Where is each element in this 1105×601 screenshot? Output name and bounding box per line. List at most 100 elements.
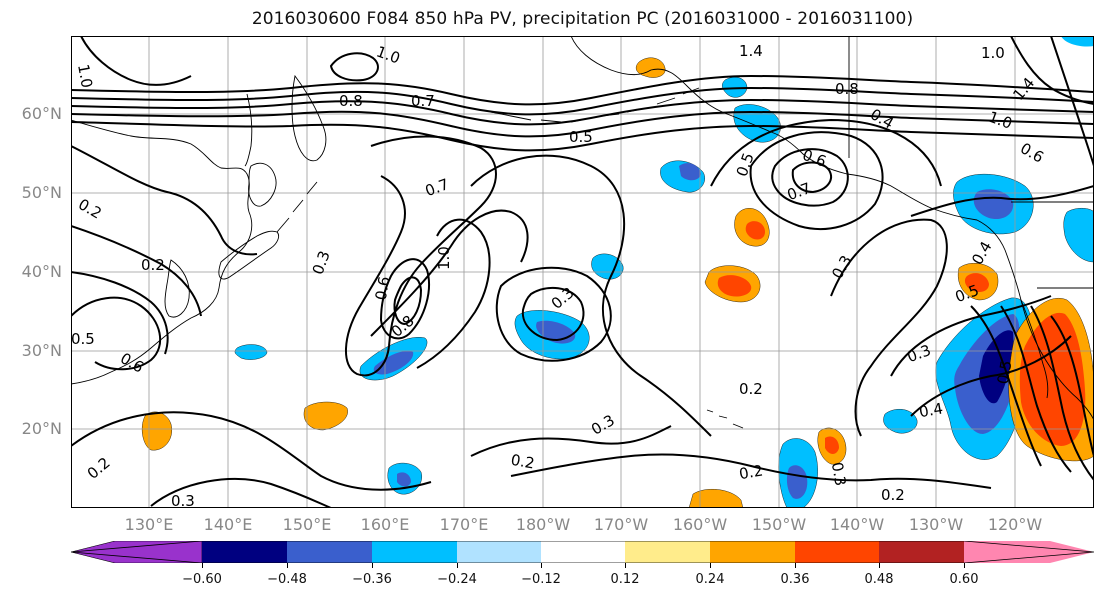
contour-label: 0.3 bbox=[309, 248, 334, 277]
colorbar-tick-mark bbox=[879, 563, 880, 568]
colorbar-tick-label: 0.24 bbox=[695, 572, 725, 587]
lon-label: 150°W bbox=[751, 515, 807, 534]
contour-line bbox=[71, 110, 1094, 138]
contour-label: 0.7 bbox=[785, 179, 814, 204]
colorbar-tick-mark bbox=[541, 563, 542, 568]
contour-line bbox=[970, 305, 1042, 467]
precip-patch-positive bbox=[141, 411, 172, 451]
contour-line bbox=[71, 74, 1094, 106]
precip-patch-negative bbox=[979, 330, 1014, 404]
lon-label: 150°E bbox=[282, 515, 332, 534]
contour-line bbox=[470, 154, 712, 437]
colorbar-tick-label: 0.12 bbox=[610, 572, 640, 587]
lat-label: 60°N bbox=[21, 104, 62, 123]
colorbar-segment bbox=[710, 541, 795, 563]
colorbar-segment bbox=[202, 541, 287, 563]
contour-label: 1.4 bbox=[739, 42, 763, 60]
coastline-north-america bbox=[976, 219, 1094, 421]
contour-label: 0.3 bbox=[828, 461, 850, 488]
contour-label: 0.3 bbox=[828, 252, 856, 282]
lat-label: 50°N bbox=[21, 183, 62, 202]
contour-line bbox=[710, 118, 942, 187]
contour-label: 0.7 bbox=[411, 92, 435, 110]
colorbar-segment bbox=[541, 541, 625, 563]
contour-label: 1.0 bbox=[435, 246, 453, 270]
lon-label: 160°E bbox=[360, 515, 410, 534]
precip-patch-positive bbox=[635, 57, 666, 78]
contour-label: 0.5 bbox=[994, 359, 1016, 386]
lon-label: 140°E bbox=[203, 515, 253, 534]
coastline-baja bbox=[1020, 299, 1049, 399]
contour-label: 0.2 bbox=[738, 461, 765, 483]
colorbar-tick-label: 0.60 bbox=[949, 572, 979, 587]
colorbar-tick-label: 0.36 bbox=[780, 572, 810, 587]
lat-label: 30°N bbox=[21, 341, 62, 360]
lon-label: 170°E bbox=[439, 515, 489, 534]
contour-label: 0.6 bbox=[1017, 139, 1047, 167]
contour-line bbox=[1010, 36, 1094, 105]
contour-line bbox=[416, 218, 491, 369]
coastline-japan bbox=[218, 230, 280, 280]
contour-label: 0.6 bbox=[117, 349, 147, 377]
contour-line bbox=[379, 258, 430, 340]
precip-patch-negative bbox=[1063, 208, 1094, 263]
precip-patch-positive bbox=[745, 221, 765, 240]
contour-label: 0.3 bbox=[588, 411, 618, 439]
contour-line bbox=[791, 161, 832, 194]
map-plot-area: 1.0 1.0 0.8 0.7 1.4 1.0 1.4 1.0 0.8 0.5 … bbox=[71, 36, 1094, 508]
contour-line bbox=[393, 276, 423, 326]
colorbar-tick-mark bbox=[457, 563, 458, 568]
contour-label: 0.2 bbox=[509, 451, 536, 473]
contour-line bbox=[71, 225, 202, 317]
precip-patch-negative bbox=[397, 472, 411, 487]
contour-line bbox=[80, 36, 192, 86]
colorbar-segment bbox=[625, 541, 710, 563]
lat-label: 40°N bbox=[21, 262, 62, 281]
contour-label: 1.0 bbox=[986, 108, 1015, 133]
contour-line bbox=[890, 295, 1052, 377]
contour-label: 0.2 bbox=[75, 195, 105, 223]
colorbar-tick-mark bbox=[287, 563, 288, 568]
contour-line bbox=[71, 271, 169, 355]
colorbar-tick-mark bbox=[795, 563, 796, 568]
colorbar-segment bbox=[879, 541, 964, 563]
contour-label: 0.6 bbox=[372, 275, 394, 302]
colorbar-tick-mark bbox=[202, 563, 203, 568]
colorbar bbox=[71, 541, 1094, 563]
precip-patch-positive bbox=[717, 275, 752, 297]
lon-label: 130°E bbox=[124, 515, 174, 534]
coastline-asia bbox=[71, 119, 253, 385]
contour-label: 0.4 bbox=[918, 399, 945, 421]
contour-label: 0.3 bbox=[905, 341, 934, 366]
coastline-hawaii bbox=[706, 409, 744, 429]
contour-label: 0.5 bbox=[733, 150, 758, 179]
contour-line bbox=[71, 86, 1094, 116]
contour-label: 0.5 bbox=[569, 128, 593, 146]
contour-line bbox=[1000, 305, 1072, 473]
coastline-sakhalin bbox=[244, 93, 253, 167]
precip-patch-negative bbox=[591, 253, 624, 280]
coastline-hokkaido bbox=[248, 162, 277, 207]
contour-label: 0.7 bbox=[423, 175, 452, 200]
coastline-kamchatka bbox=[291, 74, 327, 162]
precip-patch-positive bbox=[688, 489, 744, 508]
colorbar-tick-mark bbox=[710, 563, 711, 568]
contour-line bbox=[1030, 305, 1094, 481]
contour-label: 1.0 bbox=[981, 44, 1005, 62]
contour-label: 0.8 bbox=[835, 80, 859, 98]
colorbar-segment bbox=[71, 541, 203, 563]
contour-line bbox=[71, 121, 1094, 152]
precip-patch-positive bbox=[1019, 312, 1086, 446]
contour-label: 0.8 bbox=[339, 92, 363, 110]
colorbar-tick-mark bbox=[625, 563, 626, 568]
colorbar-segment bbox=[287, 541, 372, 563]
contour-label: 0.2 bbox=[141, 256, 165, 274]
contour-label: 0.2 bbox=[739, 380, 763, 398]
precip-patch-negative bbox=[973, 189, 1014, 220]
coastline-korea bbox=[164, 259, 190, 318]
colorbar-segment bbox=[964, 541, 1094, 563]
colorbar-segment bbox=[795, 541, 879, 563]
lon-label: 120°W bbox=[987, 515, 1043, 534]
colorbar-tick-label: −0.36 bbox=[352, 572, 392, 587]
contour-line bbox=[470, 425, 672, 457]
